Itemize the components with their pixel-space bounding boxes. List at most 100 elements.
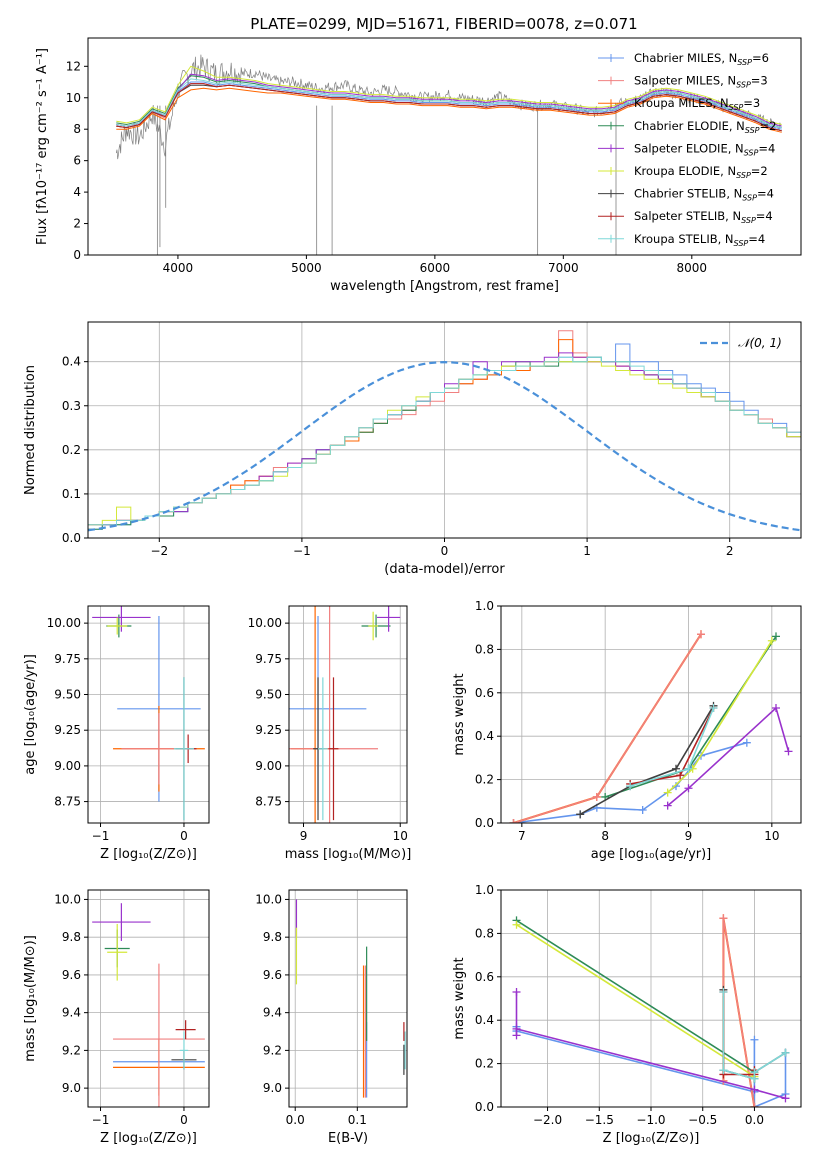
x-tick-label: −2.0: [533, 1113, 562, 1127]
y-tick-label: 9.50: [54, 688, 81, 702]
x-tick-label: −1: [293, 544, 311, 558]
mass-weight-marker: [719, 1066, 728, 1075]
errorbar-point: [107, 923, 128, 981]
mass-weight-marker: [684, 764, 693, 773]
x-tick-label: −1.0: [636, 1113, 665, 1127]
mass-weight-marker: [772, 632, 780, 641]
mass-weight-marker: [772, 703, 780, 712]
y-tick-label: 9.6: [62, 968, 81, 982]
x-tick-label: 1: [583, 544, 591, 558]
x-axis-label: (data-model)/error: [384, 562, 505, 577]
y-tick-label: 9.0: [263, 1081, 282, 1095]
mass-weight-line: [516, 919, 756, 1079]
spectrum-title: PLATE=0299, MJD=51671, FIBERID=0078, z=0…: [250, 15, 637, 33]
y-tick-label: 9.6: [263, 968, 282, 982]
x-tick-label: 10: [393, 829, 408, 843]
plot-area: [88, 330, 801, 532]
mass-weight-line: [579, 705, 715, 815]
y-tick-label: 10: [66, 91, 81, 105]
mass-weight-marker: [719, 987, 728, 996]
axes-frame: [288, 889, 408, 1108]
legend-entry: Salpeter STELIB, NSSP=4: [634, 209, 773, 225]
y-tick-label: 0.0: [62, 531, 81, 545]
y-tick-label: 9.75: [255, 652, 282, 666]
mass-weight-marker: [750, 1103, 759, 1107]
y-tick-label: 8: [73, 122, 81, 136]
model-spectrum-line: [116, 78, 782, 129]
x-tick-label: 6000: [420, 261, 451, 275]
x-tick-label: 0: [441, 544, 449, 558]
x-axis-label: Z [log₁₀(Z/Z⊙)]: [603, 1131, 700, 1146]
mass-weight-marker: [592, 792, 601, 801]
x-tick-label: 0: [180, 1113, 188, 1127]
y-tick-label: 0.4: [62, 355, 81, 369]
y-tick-label: 9.2: [263, 1043, 282, 1057]
model-spectrum-line: [116, 81, 782, 130]
errorbar-point: [318, 677, 328, 821]
mass-weight-marker: [672, 782, 680, 791]
axes-frame: [500, 605, 802, 824]
y-tick-label: 0.6: [475, 686, 494, 700]
x-tick-label: 0: [180, 829, 188, 843]
errorbar-point: [107, 617, 128, 635]
legend-entry: Salpeter ELODIE, NSSP=4: [634, 141, 775, 157]
plot-area: [289, 606, 401, 823]
model-spectrum-line: [116, 65, 782, 125]
legend-entry: Chabrier STELIB, NSSP=4: [634, 187, 774, 203]
y-tick-label: 0.2: [475, 773, 494, 787]
mass-weight-marker: [626, 782, 635, 791]
y-tick-label: 0.2: [475, 1057, 494, 1071]
y-tick-label: 0.4: [475, 1013, 494, 1027]
axes-frame: [500, 889, 802, 1108]
plot-residual-histogram: −2 −1 0 1 2 0.0 0.1 0.2 0.3 0.4 (data-model)/error…: [23, 321, 802, 577]
mass-weight-line: [604, 635, 777, 798]
mass-weight-marker: [767, 636, 776, 645]
y-axis-label: mass weight: [452, 957, 467, 1039]
y-tick-label: 9.75: [54, 652, 81, 666]
legend-entry: 𝒩(0, 1): [738, 336, 782, 350]
mass-weight-line: [513, 633, 702, 823]
y-tick-label: 8.75: [54, 795, 81, 809]
mass-weight-marker: [784, 747, 793, 756]
mass-weight-marker: [509, 819, 518, 823]
mass-weight-marker: [672, 764, 680, 773]
mass-weight-line: [722, 918, 756, 1107]
y-tick-label: 9.4: [62, 1006, 81, 1020]
y-tick-label: 4: [73, 185, 81, 199]
y-tick-label: 0.8: [475, 926, 494, 940]
y-tick-label: 0.8: [475, 642, 494, 656]
y-tick-label: 10.0: [54, 892, 81, 906]
model-spectrum-line: [116, 83, 782, 132]
histogram-step: [88, 356, 801, 526]
mass-weight-marker: [697, 630, 705, 639]
legend-entry: Chabrier ELODIE, NSSP=2: [634, 119, 776, 135]
mass-weight-marker: [576, 810, 585, 819]
axes-frame: [87, 605, 210, 824]
y-axis-label: mass weight: [452, 673, 467, 755]
mass-weight-marker: [719, 914, 728, 923]
y-axis-label: Flux [fλ10⁻¹⁷ erg cm⁻² s⁻¹ A⁻¹]: [35, 48, 50, 245]
y-tick-label: 0.4: [475, 729, 494, 743]
errorbar-point: [92, 903, 151, 941]
legend-entry: Kroupa STELIB, NSSP=4: [634, 232, 765, 248]
x-tick-label: 7: [518, 829, 526, 843]
y-tick-label: 9.2: [62, 1043, 81, 1057]
y-axis-label: Normed distribution: [23, 365, 38, 495]
y-tick-label: 2: [73, 217, 81, 231]
mass-weight-marker: [663, 788, 672, 797]
x-axis-label: wavelength [Angstrom, rest frame]: [330, 279, 559, 294]
legend-entry: Chabrier MILES, NSSP=6: [634, 51, 769, 67]
mass-weight-line: [513, 633, 702, 823]
x-tick-label: −2: [150, 544, 168, 558]
axes-frame: [87, 889, 210, 1108]
mass-weight-marker: [512, 920, 521, 929]
axes-frame: [288, 605, 408, 824]
x-axis-label: mass [log₁₀(M/M⊙)]: [285, 847, 412, 862]
errorbar-point: [173, 677, 194, 821]
x-tick-label: 8: [601, 829, 609, 843]
plot-age-vs-z: −1 0 8.75 9.00 9.25 9.50 9.75 10.00 Z [log₁₀(Z/Z…: [23, 605, 210, 862]
plot-area: [295, 899, 406, 1098]
x-tick-label: −0.5: [688, 1113, 717, 1127]
model-spectrum-line: [116, 73, 782, 127]
y-tick-label: 1.0: [475, 599, 494, 613]
